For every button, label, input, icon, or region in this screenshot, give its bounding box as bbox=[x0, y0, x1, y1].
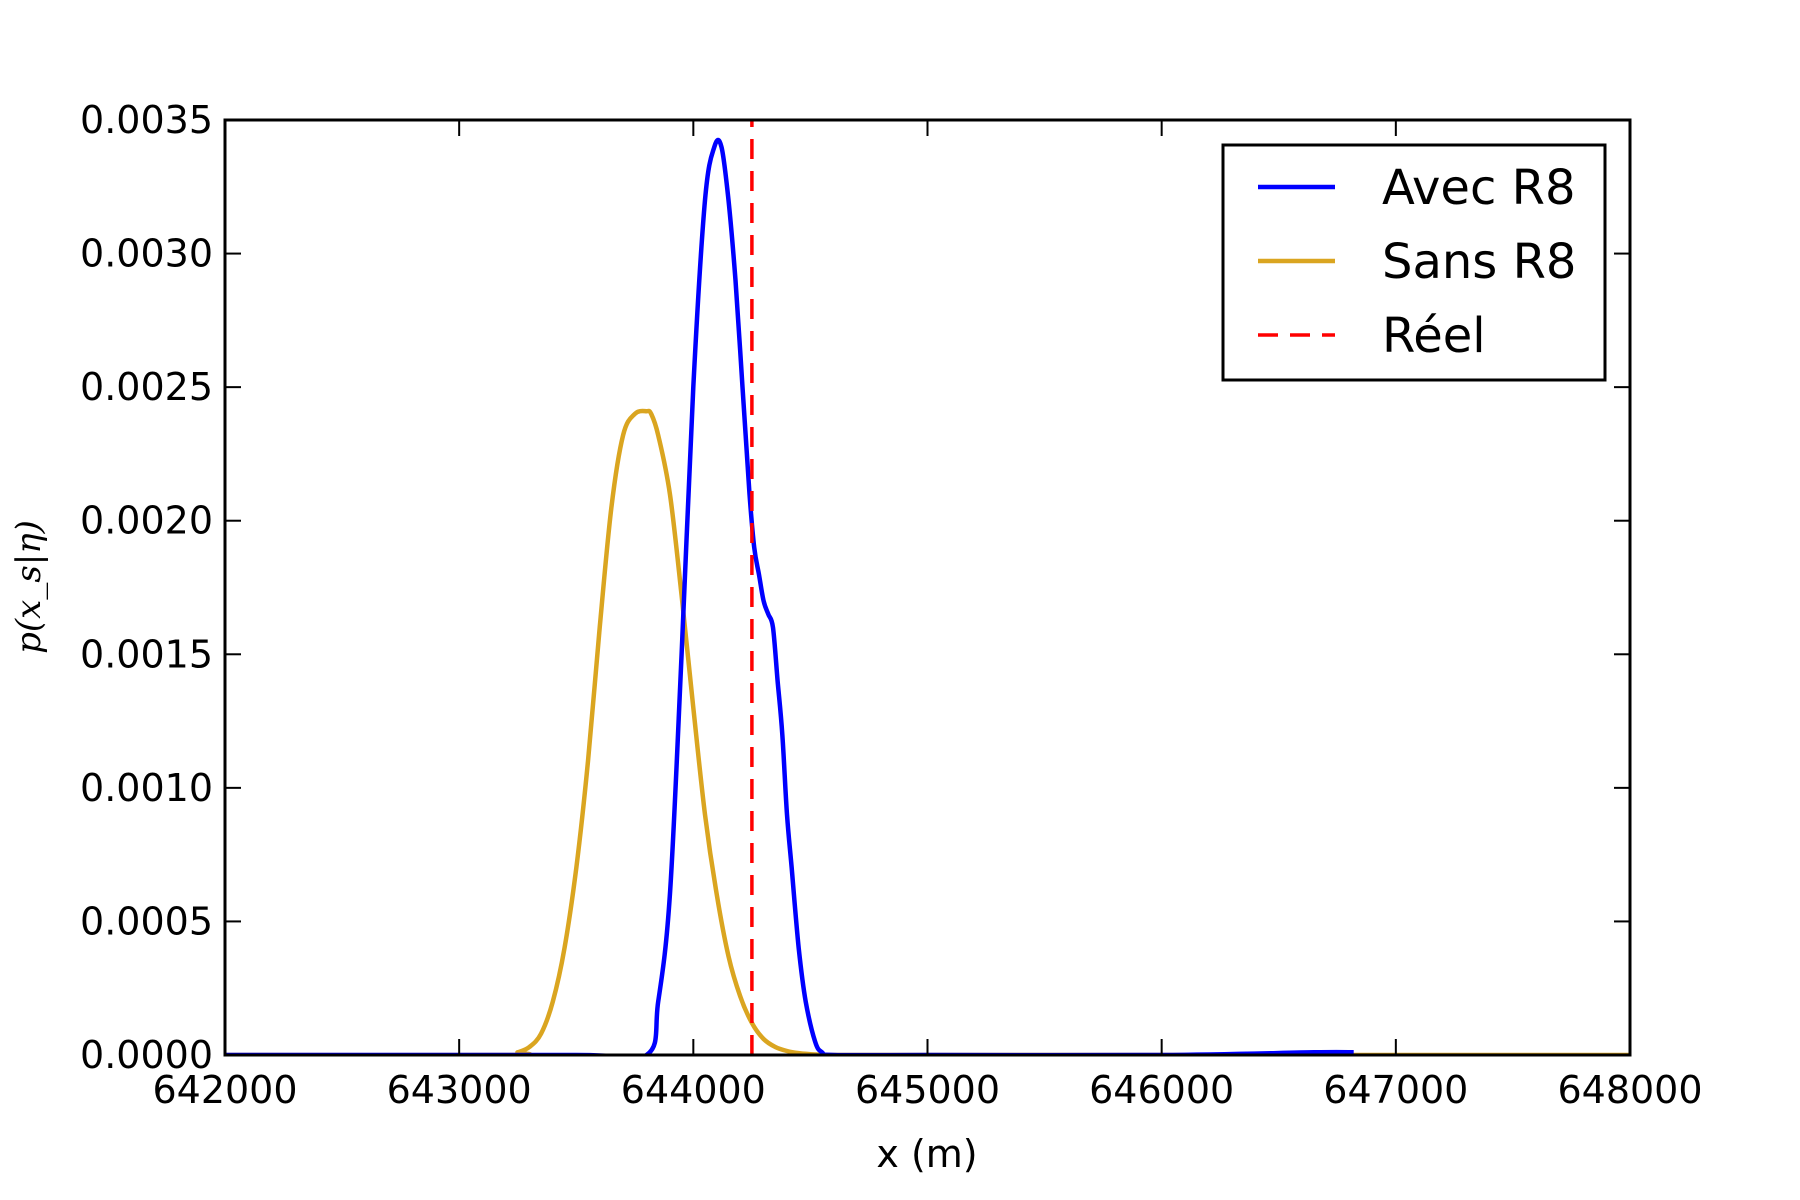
y-axis-label: p(x_s|η) bbox=[9, 520, 49, 654]
x-tick-label: 644000 bbox=[621, 1068, 766, 1112]
y-tick-label: 0.0005 bbox=[80, 899, 213, 943]
x-tick-label: 648000 bbox=[1557, 1068, 1702, 1112]
x-tick-label: 645000 bbox=[855, 1068, 1000, 1112]
x-tick-label: 642000 bbox=[152, 1068, 297, 1112]
y-tick-label: 0.0010 bbox=[80, 766, 213, 810]
y-ticks: 0.0000 0.0005 0.0010 0.0015 0.0020 0.0025 0.00… bbox=[80, 98, 1630, 1077]
legend-label: Sans R8 bbox=[1382, 234, 1576, 290]
series-line-avec-r8 bbox=[225, 137, 1354, 1055]
x-axis-label: x (m) bbox=[876, 1132, 977, 1176]
legend-label: Avec R8 bbox=[1382, 160, 1576, 216]
series-line-sans-r8 bbox=[225, 408, 1630, 1055]
y-tick-label: 0.0030 bbox=[80, 232, 213, 276]
legend-label: Réel bbox=[1382, 308, 1486, 364]
y-tick-label: 0.0020 bbox=[80, 499, 213, 543]
y-tick-label: 0.0035 bbox=[80, 98, 213, 142]
x-tick-label: 647000 bbox=[1323, 1068, 1468, 1112]
y-tick-label: 0.0025 bbox=[80, 365, 213, 409]
x-ticks: 642000 643000 644000 645000 646000 647000 6480… bbox=[152, 120, 1703, 1112]
y-tick-label: 0.0015 bbox=[80, 632, 213, 676]
y-tick-label: 0.0000 bbox=[80, 1033, 213, 1077]
x-tick-label: 646000 bbox=[1089, 1068, 1234, 1112]
x-tick-label: 643000 bbox=[387, 1068, 532, 1112]
legend: Avec R8 Sans R8 Réel bbox=[1221, 143, 1607, 382]
